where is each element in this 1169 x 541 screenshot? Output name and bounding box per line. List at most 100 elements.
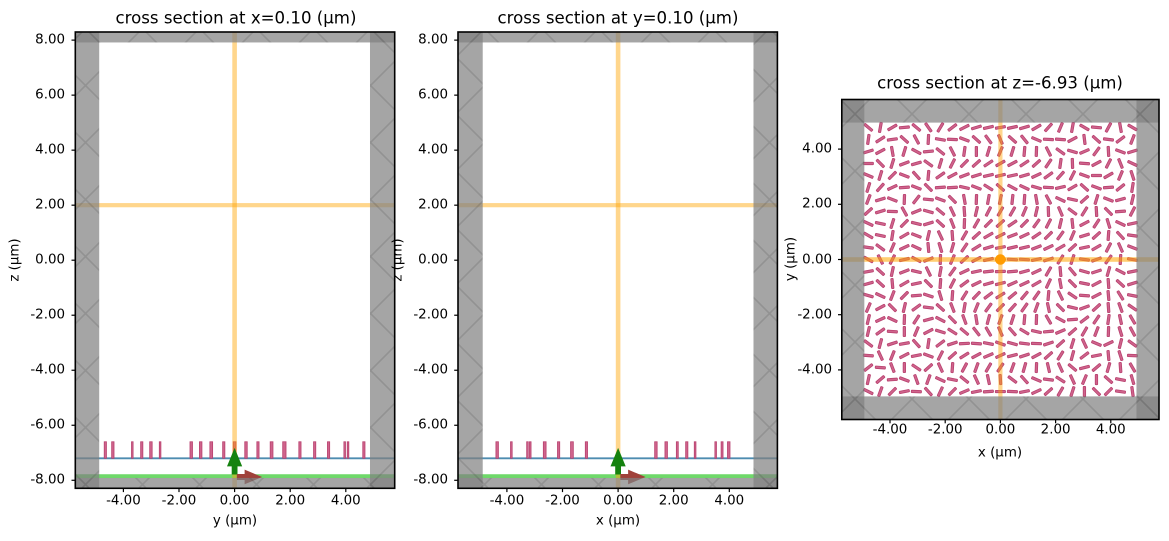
meta-atom-rod [899, 351, 910, 360]
meta-atom-rod [1046, 205, 1051, 217]
meta-atom-rod [910, 353, 922, 359]
meta-atom-rod [875, 135, 886, 144]
meta-atom-rod [1058, 157, 1063, 170]
meta-atom-rod [902, 193, 907, 205]
meta-atom-rod [1057, 122, 1064, 133]
meta-atom-rod [1018, 341, 1030, 346]
meta-atom-bar [362, 441, 366, 459]
meta-atom-rod [934, 196, 946, 203]
meta-atom-rod [1042, 329, 1054, 334]
panel-p3 [841, 99, 1159, 420]
meta-atom-rod [1091, 303, 1102, 312]
meta-atom-rod [1070, 217, 1075, 230]
meta-atom-rod [1055, 328, 1066, 335]
meta-atom-rod [1034, 193, 1039, 206]
meta-atom-rod [1067, 243, 1078, 252]
meta-atom-rod [983, 291, 994, 300]
meta-atom-rod [1030, 328, 1042, 335]
meta-atom-rod [958, 388, 970, 395]
meta-atom-rod [1006, 352, 1018, 359]
meta-atom-rod [938, 277, 943, 290]
meta-atom-rod [1019, 218, 1030, 229]
meta-atom-rod [958, 172, 970, 179]
meta-atom-rod [862, 161, 874, 166]
meta-atom-rod [1008, 206, 1017, 217]
meta-atom-rod [902, 314, 907, 326]
meta-atom-rod [935, 147, 946, 156]
meta-atom-rod [972, 374, 980, 385]
meta-atom-rod [922, 220, 934, 227]
meta-atom-bar [693, 441, 697, 459]
meta-atom-bar [140, 441, 144, 459]
meta-atom-bar [158, 441, 162, 459]
meta-atom-rod [1130, 181, 1135, 194]
meta-atom-rod [935, 339, 946, 348]
meta-atom-rod [997, 134, 1004, 145]
meta-atom-rod [1078, 244, 1090, 251]
meta-atom-rod [910, 160, 922, 167]
meta-atom-rod [1078, 172, 1090, 179]
panel-p2 [458, 32, 778, 489]
meta-atom-rod [1093, 193, 1100, 205]
meta-atom-rod [1042, 377, 1054, 382]
meta-atom-rod [925, 229, 931, 242]
meta-atom-rod [1006, 172, 1018, 178]
meta-atom-rod [1067, 183, 1078, 192]
meta-atom-bar [557, 441, 561, 459]
meta-atom-rod [1054, 184, 1066, 191]
meta-atom-rod [1079, 194, 1090, 204]
meta-atom-rod [1007, 183, 1018, 192]
meta-atom-rod [902, 362, 906, 374]
meta-atom-rod [947, 386, 957, 397]
meta-atom-rod [1066, 196, 1078, 203]
meta-atom-rod [1090, 173, 1102, 178]
meta-atom-rod [970, 389, 982, 395]
p2-y-tick-label: 8.00 [418, 32, 448, 48]
meta-atom-rod [1033, 205, 1040, 218]
meta-atom-rod [935, 376, 946, 384]
meta-atom-rod [875, 243, 886, 252]
meta-atom-rod [1007, 302, 1017, 313]
meta-atom-rod [1106, 277, 1111, 290]
meta-atom-rod [1080, 338, 1088, 349]
meta-atom-rod [1092, 146, 1101, 157]
meta-atom-rod [1044, 218, 1053, 229]
meta-atom-rod [926, 133, 931, 145]
meta-atom-rod [947, 314, 958, 325]
meta-atom-rod [1091, 134, 1102, 144]
source-direction-arrow [227, 447, 243, 475]
meta-atom-rod [1079, 315, 1090, 324]
meta-atom-rod [1018, 268, 1030, 275]
p2-y-tick-label: 4.00 [418, 142, 448, 158]
meta-atom-rod [996, 206, 1005, 217]
meta-atom-rod [913, 374, 920, 386]
meta-atom-rod [899, 244, 910, 251]
meta-atom-rod [1066, 148, 1078, 155]
pml-region [458, 32, 778, 43]
meta-atom-rod [1102, 185, 1114, 190]
meta-atom-rod [898, 376, 910, 383]
meta-atom-rod [1007, 291, 1018, 300]
p1-y-tick-label: 2.00 [35, 197, 65, 213]
p2-y-tick-label: 0.00 [418, 252, 448, 268]
meta-atom-rod [863, 207, 874, 216]
p2-x-tick-label: 0.00 [603, 493, 634, 509]
meta-atom-rod [1078, 268, 1090, 275]
meta-atom-rod [898, 185, 910, 190]
meta-atom-bar [313, 441, 317, 459]
meta-atom-rod [997, 326, 1004, 337]
meta-atom-rod [1115, 135, 1126, 144]
meta-atom-rod [1010, 193, 1015, 206]
pml-region [75, 32, 100, 489]
meta-atom-rod [922, 305, 934, 310]
meta-atom-bar [149, 441, 153, 459]
meta-atom-rod [995, 231, 1006, 240]
meta-atom-rod [937, 290, 944, 302]
monitor-dot [995, 254, 1006, 265]
meta-atom-rod [1106, 289, 1111, 302]
meta-atom-rod [912, 194, 921, 205]
meta-atom-rod [924, 266, 932, 277]
meta-atom-rod [887, 316, 898, 323]
p1-y-tick-label: 8.00 [35, 32, 65, 48]
meta-atom-rod [874, 365, 886, 370]
